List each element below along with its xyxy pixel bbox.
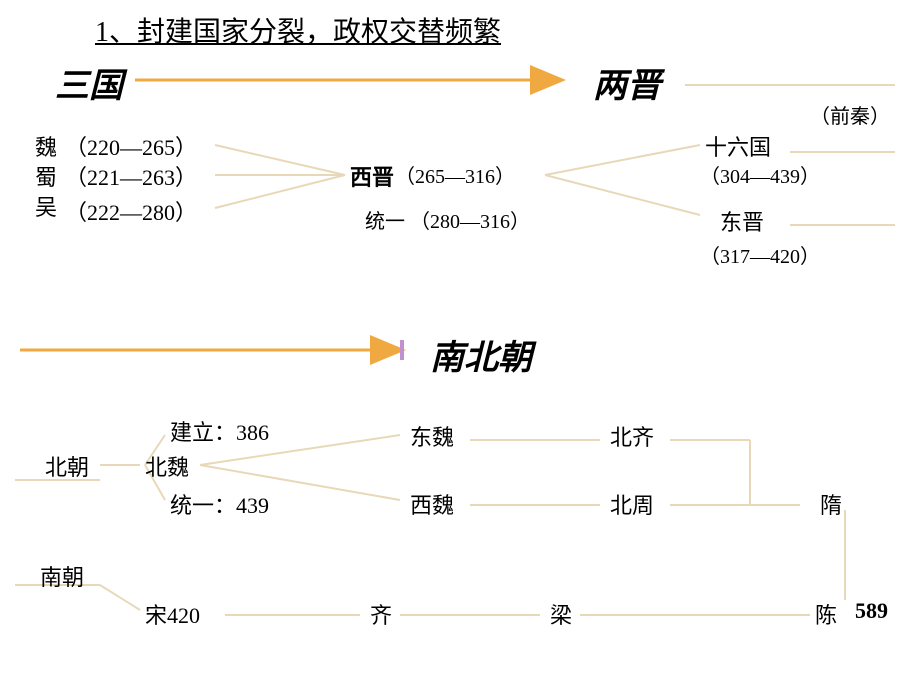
dongjin: 东晋: [720, 205, 764, 237]
wei-range: （220—265）: [65, 130, 197, 162]
xijin-label: 西晋: [350, 160, 394, 192]
wu-label: 吴: [35, 190, 57, 222]
nanchao-label: 南朝: [40, 560, 84, 592]
chen-year: 589: [855, 598, 888, 624]
chen: 陈: [815, 598, 837, 630]
beichao-label: 北朝: [45, 450, 89, 482]
shiliuguo-range: （304—439）: [700, 160, 820, 189]
wu-range: （222—280）: [65, 195, 197, 227]
page-title: 1、封建国家分裂，政权交替频繁: [95, 10, 501, 50]
xijin-range: （265—316）: [395, 160, 515, 189]
beiqi: 北齐: [610, 420, 654, 452]
song: 宋420: [145, 598, 200, 630]
shu-range: （221—263）: [65, 160, 197, 192]
dongjin-range: （317—420）: [700, 240, 820, 269]
qi: 齐: [370, 598, 392, 630]
xijin-unify-range: （280—316）: [410, 205, 530, 234]
shu-label: 蜀: [35, 160, 57, 192]
xiwei: 西魏: [410, 488, 454, 520]
beiwei-unify: 统一：439: [170, 488, 269, 520]
qianqin: （前秦）: [810, 100, 890, 129]
xijin-unify-label: 统一: [365, 205, 405, 234]
wei-label: 魏: [35, 130, 57, 162]
beiwei-establish: 建立：386: [170, 415, 269, 447]
era-sanguo: 三国: [55, 58, 123, 107]
era-nanbeichao: 南北朝: [430, 330, 532, 379]
liang: 梁: [550, 598, 572, 630]
era-liangjin: 两晋: [593, 58, 661, 107]
shiliuguo: 十六国: [705, 130, 771, 162]
sui: 隋: [820, 488, 842, 520]
dongwei: 东魏: [410, 420, 454, 452]
beizhou: 北周: [610, 488, 654, 520]
beiwei: 北魏: [145, 450, 189, 482]
